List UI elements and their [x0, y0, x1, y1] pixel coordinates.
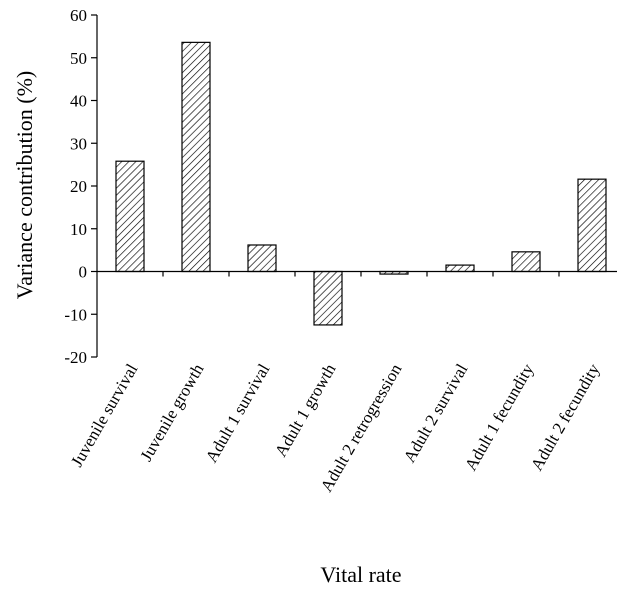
y-tick-label: -20: [64, 348, 87, 367]
y-tick-label: 0: [79, 263, 88, 282]
y-tick-label: 30: [70, 134, 87, 153]
x-category-label: Juvenile survival: [67, 360, 141, 470]
bar-juvenile-survival: [115, 160, 145, 273]
y-tick-label: 20: [70, 177, 87, 196]
y-axis-title: Variance contribution (%): [12, 71, 37, 299]
bar-adult-2-survival: [445, 264, 475, 273]
bar-adult-2-fecundity: [577, 178, 607, 273]
x-category-label: Adult 2 survival: [400, 360, 472, 465]
y-tick-label: 10: [70, 220, 87, 239]
bar-adult-1-growth: [313, 270, 343, 326]
bar-adult-1-fecundity: [511, 251, 541, 273]
x-category-label: Adult 1 survival: [202, 360, 274, 465]
y-tick-label: 50: [70, 49, 87, 68]
axes-group: [91, 14, 617, 358]
y-tick-label: -10: [64, 305, 87, 324]
bar-juvenile-growth: [181, 41, 211, 273]
y-tick-label: 40: [70, 92, 87, 111]
x-category-label: Adult 1 growth: [271, 360, 340, 460]
x-category-label: Juvenile growth: [136, 360, 207, 464]
x-category-label: Adult 1 fecundity: [461, 360, 538, 474]
labels-group: -20 -10 0 10 20 30 40 50 60 Juvenile survivalJuve…: [64, 6, 603, 495]
x-axis-title: Vital rate: [320, 562, 401, 587]
y-tick-label: 60: [70, 6, 87, 25]
x-category-label: Adult 2 fecundity: [527, 360, 604, 474]
bar-adult-1-survival: [247, 244, 277, 273]
bars-group: [115, 41, 607, 326]
